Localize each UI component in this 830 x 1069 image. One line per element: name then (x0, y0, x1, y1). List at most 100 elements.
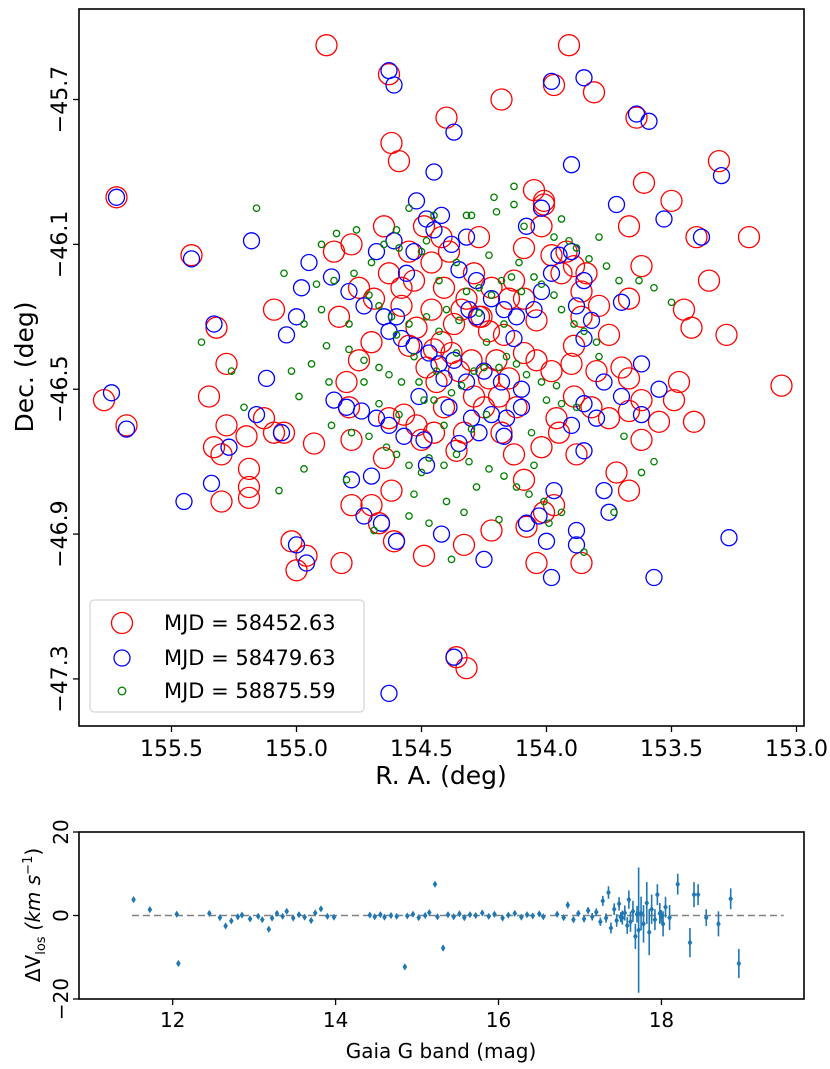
marker-5 (217, 913, 223, 922)
point-s2-86 (567, 536, 586, 554)
residual-point-57 (541, 913, 546, 921)
marker-20 (302, 913, 307, 921)
marker-13 (266, 925, 272, 933)
residual-point-77 (624, 917, 630, 934)
point-s3-108 (475, 309, 483, 318)
point-s1-111 (512, 236, 536, 260)
residual-point-21 (308, 916, 314, 925)
marker-68 (600, 897, 606, 905)
point-s1-93 (372, 215, 396, 238)
marker-2 (174, 910, 180, 918)
point-s1-147 (215, 352, 238, 376)
point-s1-73 (420, 298, 443, 321)
residual-point-34 (410, 910, 416, 918)
point-s3-52 (385, 370, 393, 379)
point-s3-64 (522, 370, 531, 379)
point-s2-72 (575, 271, 593, 290)
point-s2-92 (475, 550, 493, 569)
point-s1-85 (497, 287, 521, 310)
point-s2-121 (175, 492, 193, 511)
point-s2-96 (355, 507, 373, 525)
dec-tick-label-2: −46.5 (48, 356, 73, 423)
point-s3-21 (350, 269, 358, 278)
point-s2-100 (272, 424, 291, 442)
point-s3-127 (557, 215, 566, 223)
residual-point-2 (174, 910, 180, 918)
marker-27 (372, 913, 378, 921)
point-s2-54 (385, 232, 403, 250)
point-s3-66 (552, 381, 561, 390)
point-s1-80 (497, 367, 521, 390)
point-s1-30 (597, 407, 621, 430)
ra-tick-label-1: 155.0 (265, 737, 328, 762)
marker-99 (716, 920, 721, 928)
marker-37 (426, 908, 432, 917)
point-s1-98 (362, 287, 386, 310)
marker-12 (259, 916, 265, 924)
point-s3-116 (482, 410, 491, 419)
point-s3-81 (500, 472, 508, 480)
residual-point-61 (571, 916, 576, 924)
residual-point-93 (667, 905, 672, 931)
point-s2-77 (650, 380, 668, 398)
point-s3-41 (570, 320, 578, 328)
residual-point-49 (492, 910, 497, 918)
point-s3-138 (422, 236, 431, 245)
point-s3-128 (595, 233, 603, 241)
marker-18 (290, 914, 296, 922)
residual-point-13 (266, 925, 272, 933)
point-s3-8 (492, 207, 501, 216)
point-s3-37 (530, 273, 538, 281)
ra-tick-label-2: 154.5 (390, 737, 453, 762)
residual-point-62 (576, 909, 581, 918)
residual-point-29 (382, 913, 387, 921)
point-s3-63 (512, 360, 521, 368)
marker-30 (388, 911, 394, 920)
point-s1-137 (237, 457, 261, 481)
point-s1-44 (502, 443, 526, 466)
point-s2-112 (462, 409, 481, 427)
marker-7 (229, 917, 234, 925)
point-s1-7 (435, 106, 458, 129)
point-s3-51 (375, 363, 383, 372)
marker-35 (416, 913, 421, 922)
residual-point-88 (652, 909, 658, 931)
point-s2-87 (537, 532, 556, 550)
point-s3-18 (650, 283, 658, 292)
point-s2-29 (380, 416, 398, 435)
residual-point-72 (611, 903, 617, 916)
point-s1-128 (390, 294, 413, 318)
point-s3-33 (487, 291, 496, 299)
point-s2-76 (632, 355, 651, 373)
point-s2-66 (532, 282, 551, 301)
point-s3-136 (295, 392, 303, 401)
point-s3-130 (395, 410, 403, 419)
point-s3-87 (442, 497, 451, 506)
residual-point-3 (176, 959, 181, 968)
point-s1-162 (505, 396, 528, 419)
residual-point-23 (318, 905, 324, 913)
marker-17 (284, 907, 290, 915)
point-s2-106 (587, 409, 606, 427)
point-s3-14 (585, 255, 593, 263)
point-s1-60 (412, 544, 436, 567)
residual-point-16 (280, 912, 285, 920)
point-s1-96 (327, 305, 351, 328)
point-s1-130 (202, 436, 226, 459)
marker-15 (274, 909, 280, 918)
marker-41 (445, 911, 451, 919)
marker-39 (435, 913, 440, 921)
gmag-tick-label-2: 16 (486, 1008, 511, 1032)
residual-point-32 (402, 963, 408, 971)
point-s3-141 (510, 182, 518, 191)
point-s1-34 (565, 443, 588, 466)
point-s2-30 (395, 427, 413, 445)
marker-54 (524, 911, 530, 919)
point-s2-105 (720, 529, 738, 547)
point-s3-84 (540, 497, 548, 506)
point-s3-105 (280, 269, 288, 278)
marker-63 (581, 915, 587, 923)
point-s3-4 (395, 244, 403, 252)
point-s2-111 (440, 398, 458, 416)
point-s1-29 (630, 388, 653, 412)
